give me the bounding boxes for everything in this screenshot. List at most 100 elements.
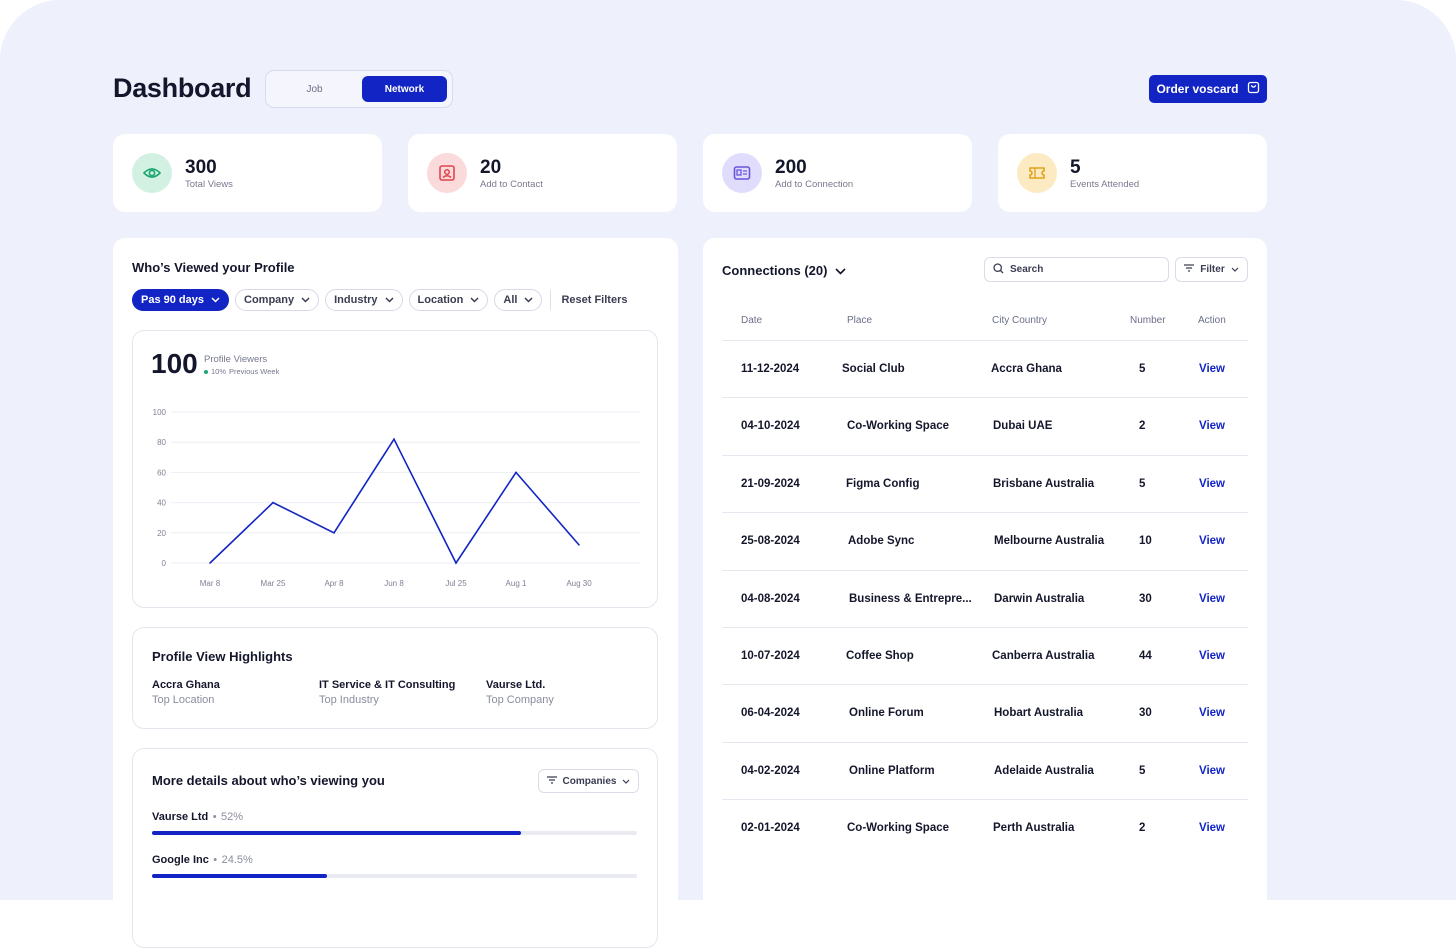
connections-dropdown[interactable]: Connections (20): [722, 263, 847, 278]
progress-track: [152, 874, 637, 878]
company-bar-row: Google Inc • 24.5%: [152, 850, 637, 878]
column-header-number[interactable]: Number: [1130, 315, 1166, 326]
x-tick-label: Mar 25: [261, 579, 286, 588]
data-point: [333, 532, 335, 534]
toggle-network[interactable]: Network: [362, 76, 447, 102]
data-point: [393, 438, 395, 440]
filter-label: Company: [244, 294, 295, 306]
data-point: [209, 562, 211, 564]
view-link[interactable]: View: [1199, 363, 1225, 375]
cell-city-country: Canberra Australia: [992, 650, 1095, 662]
more-details-card: More details about who’s viewing you Com…: [132, 748, 658, 948]
x-tick-label: Mar 8: [200, 579, 221, 588]
highlights-title: Profile View Highlights: [152, 649, 293, 664]
filter-all[interactable]: All: [494, 289, 543, 311]
stat-value: 300: [185, 157, 217, 178]
cell-place: Business & Entrepre...: [849, 592, 972, 605]
table-row: 02-01-2024 Co-Working Space Perth Australi…: [722, 799, 1248, 856]
profile-views-panel: Who’s Viewed your Profile Pas 90 days Co…: [113, 238, 678, 948]
order-button-label: Order voscard: [1156, 82, 1239, 96]
filter-location[interactable]: Location: [408, 289, 489, 311]
cell-city-country: Dubai UAE: [993, 420, 1053, 433]
chevron-down-icon: [835, 263, 847, 278]
cell-number: 30: [1139, 592, 1152, 605]
table-row: 25-08-2024 Adobe Sync Melbourne Australia 1…: [722, 512, 1248, 569]
filter-industry[interactable]: Industry: [325, 289, 403, 311]
x-tick-label: Jun 8: [384, 579, 404, 588]
table-row: 04-10-2024 Co-Working Space Dubai UAE 2 View: [722, 397, 1248, 454]
view-link[interactable]: View: [1199, 420, 1225, 433]
stat-label: Add to Connection: [775, 179, 854, 190]
cell-date: 10-07-2024: [741, 650, 800, 662]
ticket-icon: [1017, 153, 1057, 193]
connections-panel: Connections (20) Filter Date Place City …: [703, 238, 1267, 938]
filter-lines-icon: [1184, 264, 1195, 275]
connections-title: Connections (20): [722, 263, 828, 278]
cell-city-country: Perth Australia: [993, 822, 1075, 835]
companies-dropdown[interactable]: Companies: [538, 769, 639, 793]
filter-label: Industry: [334, 294, 378, 306]
cell-number: 10: [1139, 535, 1152, 548]
y-tick-label: 40: [157, 499, 166, 508]
cell-city-country: Adelaide Australia: [994, 764, 1094, 777]
filter-period[interactable]: Pas 90 days: [132, 289, 229, 311]
view-link[interactable]: View: [1199, 650, 1225, 662]
stat-card-total-views: 300 Total Views: [113, 134, 382, 212]
stat-value: 200: [775, 157, 807, 178]
view-link[interactable]: View: [1199, 535, 1225, 548]
highlight-label: Top Location: [152, 694, 215, 706]
change-value: 10%: [211, 367, 227, 376]
view-link[interactable]: View: [1199, 707, 1225, 720]
column-header-city-country[interactable]: City Country: [992, 315, 1048, 326]
change-label: Previous Week: [229, 367, 280, 376]
view-link[interactable]: View: [1199, 764, 1225, 777]
column-header-action: Action: [1198, 315, 1226, 326]
company-name: Vaurse Ltd: [152, 811, 209, 823]
bullet: •: [213, 854, 218, 866]
toggle-job[interactable]: Job: [306, 83, 323, 95]
bag-icon: [1247, 81, 1260, 97]
filter-label: All: [503, 294, 518, 306]
stat-label: Events Attended: [1070, 179, 1140, 190]
page-title: Dashboard: [113, 73, 252, 103]
cell-date: 04-08-2024: [741, 592, 800, 605]
filter-button[interactable]: Filter: [1175, 257, 1248, 282]
filter-label: Pas 90 days: [141, 294, 204, 306]
view-link[interactable]: View: [1199, 592, 1225, 605]
data-point: [515, 471, 517, 474]
cell-city-country: Hobart Australia: [994, 707, 1084, 720]
y-tick-label: 80: [157, 438, 166, 447]
cell-place: Social Club: [842, 363, 905, 375]
eye-icon: [132, 153, 172, 193]
company-pct: 24.5%: [221, 854, 253, 866]
column-header-place[interactable]: Place: [847, 315, 873, 326]
search-input[interactable]: [1010, 264, 1160, 275]
up-dot-icon: [204, 369, 208, 374]
view-link[interactable]: View: [1199, 822, 1225, 835]
y-tick-label: 0: [162, 559, 167, 568]
search-icon: [993, 261, 1004, 279]
stat-label: Total Views: [185, 179, 233, 190]
reset-filters-button[interactable]: Reset Filters: [561, 294, 628, 306]
search-box: [984, 257, 1169, 282]
view-link[interactable]: View: [1199, 477, 1225, 490]
highlight-top-location: Accra Ghana Top Location: [152, 679, 220, 706]
cell-city-country: Darwin Australia: [994, 592, 1085, 605]
table-row: 04-02-2024 Online Platform Adelaide Austra…: [722, 741, 1248, 799]
cell-place: Online Platform: [849, 764, 935, 777]
y-tick-label: 100: [153, 408, 167, 417]
table-row: 10-07-2024 Coffee Shop Canberra Australia 4…: [722, 627, 1248, 684]
column-header-date[interactable]: Date: [741, 315, 763, 326]
cell-number: 30: [1139, 707, 1152, 720]
chevron-down-icon: [385, 294, 394, 306]
cell-date: 04-10-2024: [741, 420, 800, 433]
order-voscard-button[interactable]: Order voscard: [1149, 75, 1267, 103]
cell-date: 11-12-2024: [741, 363, 800, 375]
highlights-card: Profile View Highlights Accra Ghana Top …: [132, 627, 658, 729]
profile-viewers-label: Profile Viewers: [204, 354, 268, 365]
filter-company[interactable]: Company: [235, 289, 320, 311]
view-toggle: Job Network: [265, 70, 453, 108]
table-row: 21-09-2024 Figma Config Brisbane Australia…: [722, 454, 1248, 512]
stat-card-add-to-connection: 200 Add to Connection: [703, 134, 972, 212]
